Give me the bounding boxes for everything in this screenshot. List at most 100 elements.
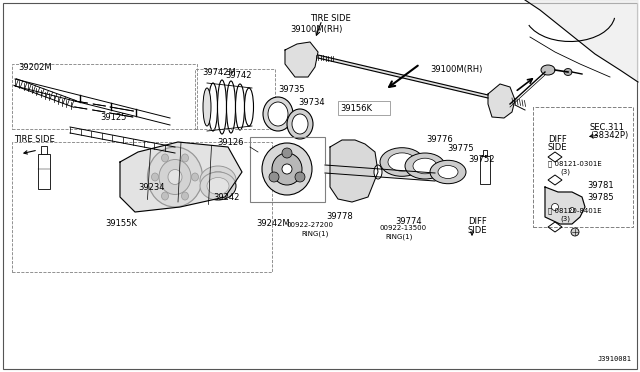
Text: 00922-13500: 00922-13500: [380, 225, 427, 231]
Ellipse shape: [287, 109, 313, 139]
Ellipse shape: [268, 102, 288, 126]
Ellipse shape: [380, 148, 424, 176]
Polygon shape: [107, 107, 136, 117]
Ellipse shape: [430, 160, 466, 184]
Text: 39781: 39781: [587, 181, 614, 190]
Text: 39785: 39785: [587, 193, 614, 202]
Text: 39126: 39126: [218, 138, 244, 147]
Ellipse shape: [227, 81, 236, 133]
Ellipse shape: [182, 192, 189, 200]
Text: 39100M(RH): 39100M(RH): [290, 25, 342, 34]
Text: (3): (3): [560, 215, 570, 222]
Text: DIFF: DIFF: [468, 217, 487, 226]
Text: 39155K: 39155K: [105, 219, 137, 228]
Ellipse shape: [571, 228, 579, 236]
Ellipse shape: [203, 88, 211, 126]
Bar: [533, 107, 633, 227]
Ellipse shape: [552, 203, 559, 211]
Ellipse shape: [182, 154, 189, 162]
Text: 39125: 39125: [100, 113, 126, 122]
Ellipse shape: [161, 154, 168, 162]
Ellipse shape: [147, 147, 202, 207]
Polygon shape: [488, 84, 515, 118]
Ellipse shape: [263, 97, 293, 131]
Text: 39156K: 39156K: [340, 104, 372, 113]
Text: 39734: 39734: [298, 98, 324, 107]
Ellipse shape: [292, 114, 308, 134]
Ellipse shape: [438, 166, 458, 179]
Bar: [480, 156, 490, 184]
Ellipse shape: [541, 65, 555, 75]
Ellipse shape: [405, 153, 445, 179]
Bar: [12, 142, 272, 272]
Polygon shape: [318, 55, 488, 98]
Ellipse shape: [570, 208, 575, 212]
Ellipse shape: [161, 192, 168, 200]
Text: 39100M(RH): 39100M(RH): [430, 65, 483, 74]
Text: SIDE: SIDE: [548, 143, 568, 152]
Text: 39752: 39752: [468, 155, 495, 164]
Ellipse shape: [295, 172, 305, 182]
Text: 39242M: 39242M: [256, 219, 290, 228]
Polygon shape: [545, 187, 585, 224]
Ellipse shape: [236, 84, 244, 130]
Text: (38342P): (38342P): [590, 131, 628, 140]
Ellipse shape: [209, 83, 218, 131]
Text: DIFF: DIFF: [548, 135, 567, 144]
Ellipse shape: [152, 173, 159, 181]
Bar: [338, 101, 390, 115]
Ellipse shape: [207, 177, 229, 195]
Bar: [38, 154, 50, 189]
Polygon shape: [325, 165, 435, 181]
Text: RING(1): RING(1): [385, 233, 412, 240]
Text: SIDE: SIDE: [468, 226, 488, 235]
Ellipse shape: [269, 172, 279, 182]
Polygon shape: [525, 0, 638, 82]
Ellipse shape: [374, 165, 382, 179]
Ellipse shape: [207, 171, 229, 189]
Ellipse shape: [200, 172, 236, 200]
Text: 39742: 39742: [225, 71, 252, 80]
Ellipse shape: [244, 88, 253, 126]
Ellipse shape: [413, 158, 437, 174]
Ellipse shape: [159, 160, 191, 195]
Text: TIRE SIDE: TIRE SIDE: [14, 135, 55, 144]
Ellipse shape: [282, 148, 292, 158]
Text: 39742M: 39742M: [202, 68, 236, 77]
Bar: [12, 64, 197, 129]
Ellipse shape: [168, 170, 182, 185]
Ellipse shape: [200, 166, 236, 194]
Polygon shape: [120, 142, 242, 212]
Text: 00922-27200: 00922-27200: [287, 222, 333, 228]
Text: 39735: 39735: [278, 85, 305, 94]
Text: 39778: 39778: [326, 212, 353, 221]
Ellipse shape: [282, 164, 292, 174]
Text: 39776: 39776: [426, 135, 452, 144]
Polygon shape: [330, 140, 378, 202]
Ellipse shape: [272, 153, 302, 185]
Text: SEC.311: SEC.311: [590, 123, 625, 132]
Polygon shape: [90, 104, 108, 112]
Text: 39774: 39774: [395, 217, 422, 226]
Text: 39202M: 39202M: [18, 63, 52, 72]
Ellipse shape: [218, 80, 227, 134]
Bar: [250, 137, 325, 202]
Bar: [483, 150, 487, 156]
Ellipse shape: [564, 68, 572, 76]
Text: TIRE SIDE: TIRE SIDE: [310, 14, 350, 23]
Ellipse shape: [191, 173, 198, 181]
Text: 39234: 39234: [138, 183, 164, 192]
Polygon shape: [72, 101, 90, 109]
Ellipse shape: [262, 143, 312, 195]
Text: (3): (3): [560, 169, 570, 175]
Text: Ⓑ 08120-8401E: Ⓑ 08120-8401E: [548, 208, 602, 214]
Text: Ⓑ 08121-0301E: Ⓑ 08121-0301E: [548, 160, 602, 167]
Bar: [41, 146, 47, 154]
Polygon shape: [285, 42, 318, 77]
Ellipse shape: [388, 153, 416, 171]
Bar: [195, 69, 275, 129]
Text: 39242: 39242: [213, 193, 239, 202]
Text: 39775: 39775: [447, 144, 474, 153]
Text: J3910081: J3910081: [598, 356, 632, 362]
Text: RING(1): RING(1): [301, 230, 329, 237]
